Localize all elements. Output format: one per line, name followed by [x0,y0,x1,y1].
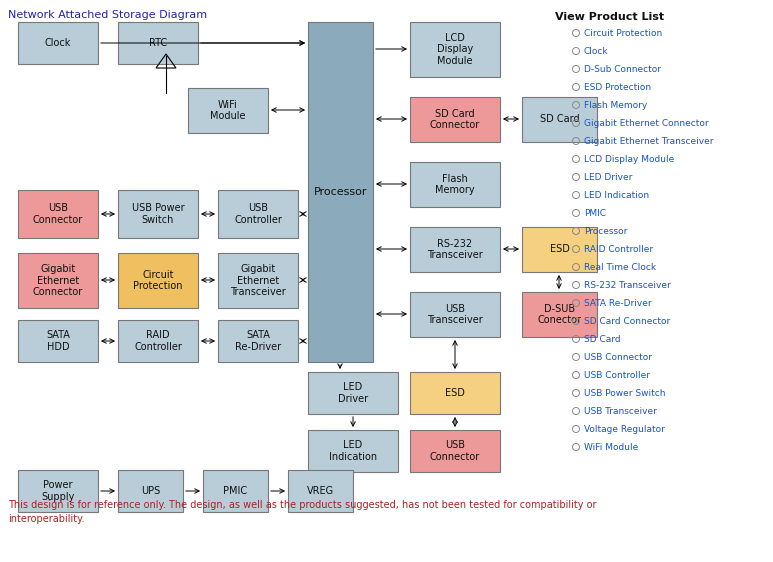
Text: Gigabit
Ethernet
Connector: Gigabit Ethernet Connector [33,264,83,297]
Text: LCD Display Module: LCD Display Module [584,155,674,164]
Text: LED Indication: LED Indication [584,191,649,200]
Bar [308,372,398,414]
Bar [288,470,353,512]
Bar [188,88,268,133]
Text: This design is for reference only. The design, as well as the products suggested: This design is for reference only. The d… [8,500,597,510]
Bar [522,97,597,142]
Text: SATA Re-Driver: SATA Re-Driver [584,298,652,307]
Text: LED
Indication: LED Indication [329,440,377,462]
Text: Power
Supply: Power Supply [41,480,75,502]
Bar [308,22,373,362]
Text: Circuit
Protection: Circuit Protection [133,270,182,291]
Text: Gigabit Ethernet Connector: Gigabit Ethernet Connector [584,119,709,128]
Text: SD Card
Connector: SD Card Connector [430,108,480,130]
Text: USB Controller: USB Controller [584,370,650,379]
Bar [522,292,597,337]
Text: RAID
Controller: RAID Controller [134,330,182,352]
Text: D-Sub Connector: D-Sub Connector [584,65,661,74]
Bar [118,320,198,362]
Text: USB
Controller: USB Controller [234,203,282,225]
Bar [218,253,298,308]
Text: USB
Connector: USB Connector [430,440,480,462]
Text: LED
Driver: LED Driver [338,382,368,404]
Text: ESD: ESD [550,244,570,255]
Text: ESD: ESD [445,388,465,398]
Text: RS-232
Transceiver: RS-232 Transceiver [427,239,483,260]
Text: SATA
Re-Driver: SATA Re-Driver [235,330,281,352]
Text: Processor: Processor [584,226,628,235]
Bar [18,190,98,238]
Bar [118,22,198,64]
Bar [203,470,268,512]
Bar [410,227,500,272]
Text: USB Power
Switch: USB Power Switch [131,203,184,225]
Text: USB Connector: USB Connector [584,352,652,361]
Text: RAID Controller: RAID Controller [584,244,653,253]
Text: USB
Transceiver: USB Transceiver [427,303,483,325]
Bar [218,190,298,238]
Text: Circuit Protection: Circuit Protection [584,29,662,38]
Bar [18,470,98,512]
Bar [118,253,198,308]
Text: Voltage Regulator: Voltage Regulator [584,424,665,433]
Bar [18,320,98,362]
Text: Gigabit
Ethernet
Transceiver: Gigabit Ethernet Transceiver [230,264,286,297]
Bar [410,22,500,77]
Text: WiFi
Module: WiFi Module [210,99,246,121]
Bar [522,227,597,272]
Text: USB Transceiver: USB Transceiver [584,406,657,415]
Text: Network Attached Storage Diagram: Network Attached Storage Diagram [8,10,207,20]
Bar [18,22,98,64]
Text: WiFi Module: WiFi Module [584,442,638,451]
Text: USB
Connector: USB Connector [33,203,83,225]
Text: View Product List: View Product List [556,12,665,22]
Bar [308,430,398,472]
Text: Clock: Clock [584,47,608,56]
Text: ESD Protection: ESD Protection [584,83,651,92]
Bar [410,372,500,414]
Text: USB Power Switch: USB Power Switch [584,388,666,397]
Text: Processor: Processor [314,187,367,197]
Text: Real Time Clock: Real Time Clock [584,262,656,271]
Text: SD Card: SD Card [540,115,579,125]
Text: PMIC: PMIC [223,486,247,496]
Text: SD Card Connector: SD Card Connector [584,316,670,325]
Bar [410,162,500,207]
Text: Flash Memory: Flash Memory [584,101,647,110]
Bar [118,190,198,238]
Text: D-SUB
Conector: D-SUB Conector [537,303,581,325]
Text: PMIC: PMIC [584,209,606,217]
Text: UPS: UPS [141,486,160,496]
Text: SD Card: SD Card [584,334,621,343]
Text: LED Driver: LED Driver [584,173,632,182]
Bar [18,253,98,308]
Text: Gigabit Ethernet Transceiver: Gigabit Ethernet Transceiver [584,137,713,146]
Bar [118,470,183,512]
Text: Flash
Memory: Flash Memory [435,174,475,196]
Text: VREG: VREG [307,486,334,496]
Bar [218,320,298,362]
Bar [410,430,500,472]
Bar [410,97,500,142]
Text: Clock: Clock [45,38,71,48]
Text: interoperability.: interoperability. [8,514,84,524]
Text: RS-232 Transceiver: RS-232 Transceiver [584,280,671,289]
Text: RTC: RTC [149,38,167,48]
Text: LCD
Display
Module: LCD Display Module [437,33,473,66]
Text: SATA
HDD: SATA HDD [46,330,70,352]
Bar [410,292,500,337]
